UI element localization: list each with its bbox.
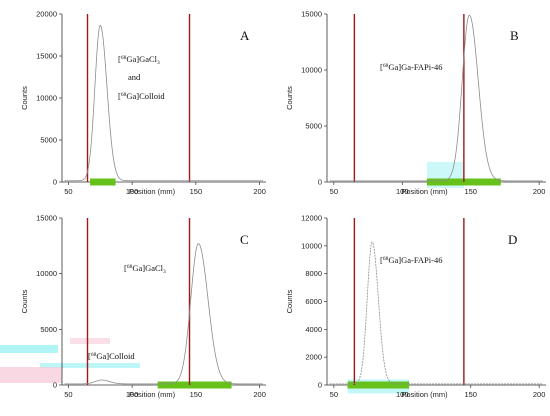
x-tick-label: 50 bbox=[330, 187, 338, 196]
x-tick-label: 150 bbox=[190, 187, 203, 196]
y-tick-label: 20000 bbox=[36, 10, 57, 19]
panel-label: A bbox=[240, 28, 250, 43]
y-tick-label: 12000 bbox=[301, 214, 322, 223]
y-tick-label: 15000 bbox=[36, 214, 57, 223]
x-tick-label: 150 bbox=[464, 187, 477, 196]
x-axis-label: Position (mm) bbox=[129, 187, 176, 196]
y-tick-label: 5000 bbox=[305, 122, 322, 131]
panel-label: D bbox=[508, 232, 517, 247]
y-tick-label: 10000 bbox=[36, 94, 57, 103]
data-series-line bbox=[65, 244, 263, 384]
x-tick-label: 200 bbox=[533, 187, 546, 196]
x-axis-label: Position (mm) bbox=[129, 390, 176, 399]
x-tick-label: 200 bbox=[533, 390, 546, 399]
y-tick-label: 15000 bbox=[301, 10, 322, 19]
annotation-label: [68Ga]Ga-FAPi-46 bbox=[380, 62, 442, 72]
x-tick-label: 50 bbox=[330, 390, 338, 399]
y-tick-label: 10000 bbox=[301, 66, 322, 75]
x-tick-label: 150 bbox=[190, 390, 203, 399]
y-tick-label: 0 bbox=[53, 381, 57, 390]
y-tick-label: 0 bbox=[318, 381, 322, 390]
annotation-label: [68Ga]Colloid bbox=[118, 91, 165, 101]
y-tick-label: 10000 bbox=[36, 269, 57, 278]
panel-label: C bbox=[240, 232, 249, 247]
y-tick-label: 2000 bbox=[305, 353, 322, 362]
annotation-label: [68Ga]Ga-FAPi-46 bbox=[380, 255, 442, 265]
x-tick-label: 50 bbox=[64, 187, 72, 196]
roi-green-bar bbox=[90, 179, 116, 186]
x-tick-label: 200 bbox=[253, 187, 266, 196]
x-tick-label: 50 bbox=[64, 390, 72, 399]
y-tick-label: 8000 bbox=[305, 269, 322, 278]
y-tick-label: 0 bbox=[318, 178, 322, 187]
y-tick-label: 10000 bbox=[301, 241, 322, 250]
x-tick-label: 200 bbox=[253, 390, 266, 399]
annotation-label: [68Ga]GaCl3 bbox=[124, 263, 166, 275]
data-series-line bbox=[65, 25, 263, 180]
annotation-label: and bbox=[128, 72, 141, 82]
roi-green-bar bbox=[158, 382, 232, 389]
y-axis-label: Counts bbox=[20, 289, 29, 313]
y-tick-label: 4000 bbox=[305, 325, 322, 334]
y-tick-label: 5000 bbox=[40, 136, 57, 145]
panel-label: B bbox=[510, 28, 519, 43]
annotation-label: [68Ga]Colloid bbox=[88, 351, 135, 361]
annotation-label: [68Ga]GaCl3 bbox=[118, 54, 160, 66]
y-tick-label: 6000 bbox=[305, 297, 322, 306]
background-noise bbox=[70, 338, 110, 344]
y-axis-label: Counts bbox=[20, 86, 29, 110]
y-tick-label: 15000 bbox=[36, 52, 57, 61]
x-tick-label: 150 bbox=[464, 390, 477, 399]
y-tick-label: 5000 bbox=[40, 325, 57, 334]
y-axis-label: Counts bbox=[285, 289, 294, 313]
x-axis-label: Position (mm) bbox=[401, 187, 448, 196]
background-noise bbox=[0, 345, 58, 353]
y-tick-label: 0 bbox=[53, 178, 57, 187]
y-axis-label: Counts bbox=[285, 86, 294, 110]
x-axis-label: Position (mm) bbox=[401, 390, 448, 399]
